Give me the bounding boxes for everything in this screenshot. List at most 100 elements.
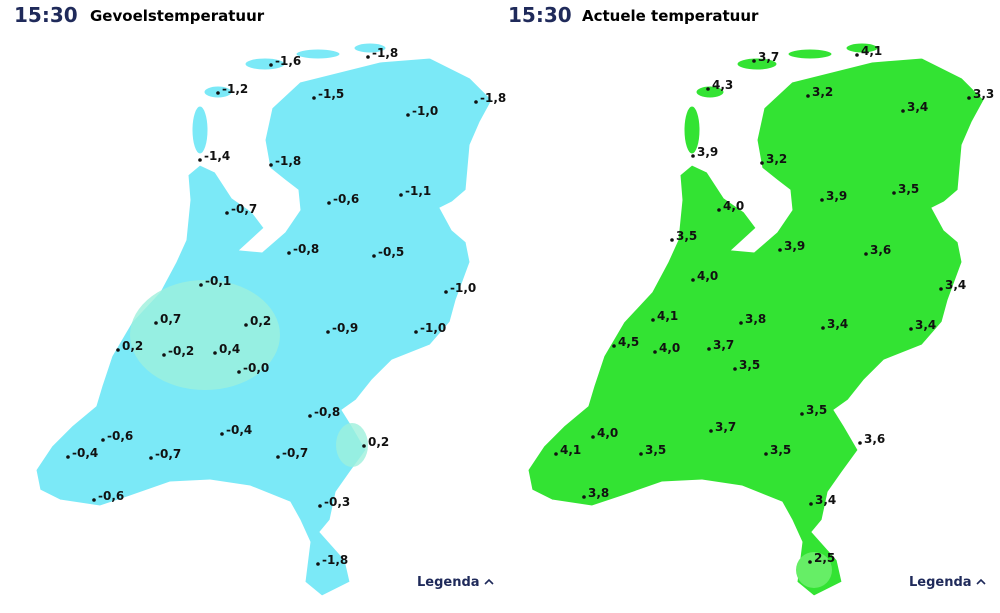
station-dot: [939, 287, 943, 291]
station-dot: [639, 452, 643, 456]
station-value: -0,7: [231, 202, 257, 216]
station-value: 4,1: [657, 309, 678, 323]
chevron[interactable]: [484, 578, 494, 585]
station-dot: [733, 367, 737, 371]
station-value: 3,4: [827, 317, 848, 331]
station-dot: [706, 87, 710, 91]
station-value: 3,8: [588, 486, 609, 500]
station-value: 3,7: [715, 420, 736, 434]
station-value: 3,4: [945, 278, 966, 292]
station-value: 3,5: [898, 182, 919, 196]
station-value: -1,8: [322, 553, 348, 567]
chevron[interactable]: [976, 578, 986, 585]
station-dot: [778, 248, 782, 252]
station-value: -0,9: [332, 321, 358, 335]
panel: 15:30 Actuele temperatuur Legenda 3,7 4,1…: [508, 3, 994, 590]
station-dot: [316, 562, 320, 566]
legend-toggle[interactable]: Legenda: [417, 575, 480, 590]
map-actual: [527, 42, 985, 597]
station-dot: [892, 191, 896, 195]
station-dot: [554, 452, 558, 456]
station-value: 3,7: [713, 338, 734, 352]
station-dot: [198, 158, 202, 162]
station-dot: [326, 330, 330, 334]
station-dot: [92, 498, 96, 502]
station-dot: [582, 495, 586, 499]
station-dot: [864, 252, 868, 256]
station-value: 0,2: [250, 314, 271, 328]
station-dot: [66, 455, 70, 459]
station-value: -1,1: [405, 184, 431, 198]
station-value: 3,5: [806, 403, 827, 417]
station-dot: [808, 560, 812, 564]
station-dot: [199, 283, 203, 287]
station-dot: [237, 370, 241, 374]
station-dot: [612, 344, 616, 348]
station-dot: [764, 452, 768, 456]
station-value: 3,6: [870, 243, 891, 257]
time: 15:30: [508, 3, 572, 27]
station-value: 0,2: [368, 435, 389, 449]
station-value: 0,7: [160, 312, 181, 326]
station-dot: [739, 321, 743, 325]
station-dot: [399, 193, 403, 197]
station-value: 3,9: [697, 145, 718, 159]
station-dot: [806, 94, 810, 98]
station-value: 4,3: [712, 78, 733, 92]
station-dot: [162, 353, 166, 357]
station-dot: [691, 154, 695, 158]
station-value: -0,1: [205, 274, 231, 288]
station-value: -1,0: [450, 281, 476, 295]
station-value: -0,8: [293, 242, 319, 256]
station-dot: [216, 91, 220, 95]
station-value: -0,6: [98, 489, 124, 503]
station-dot: [269, 163, 273, 167]
station-dot: [327, 201, 331, 205]
station-value: -0,8: [314, 405, 340, 419]
station-value: 3,7: [758, 50, 779, 64]
station-dot: [269, 63, 273, 67]
station-dot: [858, 441, 862, 445]
station-dot: [366, 55, 370, 59]
station-value: -1,8: [480, 91, 506, 105]
map-title: Gevoelstemperatuur: [90, 7, 265, 25]
station-value: 3,4: [907, 100, 928, 114]
station-dot: [855, 53, 859, 57]
station-value: 4,5: [618, 335, 639, 349]
station-value: -1,6: [275, 54, 301, 68]
station-value: -0,7: [155, 447, 181, 461]
station-value: -0,6: [107, 429, 133, 443]
station-value: 0,4: [219, 342, 240, 356]
station-dot: [752, 59, 756, 63]
station-value: -0,5: [378, 245, 404, 259]
station-dot: [591, 435, 595, 439]
station-value: -0,7: [282, 446, 308, 460]
legend-toggle[interactable]: Legenda: [909, 575, 972, 590]
map-feelslike: [35, 42, 493, 597]
station-dot: [149, 456, 153, 460]
station-dot: [244, 323, 248, 327]
station-value: 3,2: [766, 152, 787, 166]
station-dot: [760, 161, 764, 165]
station-value: -1,2: [222, 82, 248, 96]
station-dot: [820, 198, 824, 202]
station-value: 3,2: [812, 85, 833, 99]
station-value: 4,0: [659, 341, 680, 355]
station-value: 4,0: [597, 426, 618, 440]
time: 15:30: [14, 3, 78, 27]
station-value: 2,5: [814, 551, 835, 565]
station-value: 4,1: [861, 44, 882, 58]
station-value: -1,0: [412, 104, 438, 118]
station-value: 3,5: [739, 358, 760, 372]
station-dot: [116, 348, 120, 352]
station-dot: [909, 327, 913, 331]
station-dot: [213, 351, 217, 355]
station-value: -1,0: [420, 321, 446, 335]
station-value: -1,8: [275, 154, 301, 168]
station-value: 3,3: [973, 87, 994, 101]
station-value: 3,5: [770, 443, 791, 457]
station-value: 3,6: [864, 432, 885, 446]
station-dot: [800, 412, 804, 416]
station-value: 3,5: [676, 229, 697, 243]
